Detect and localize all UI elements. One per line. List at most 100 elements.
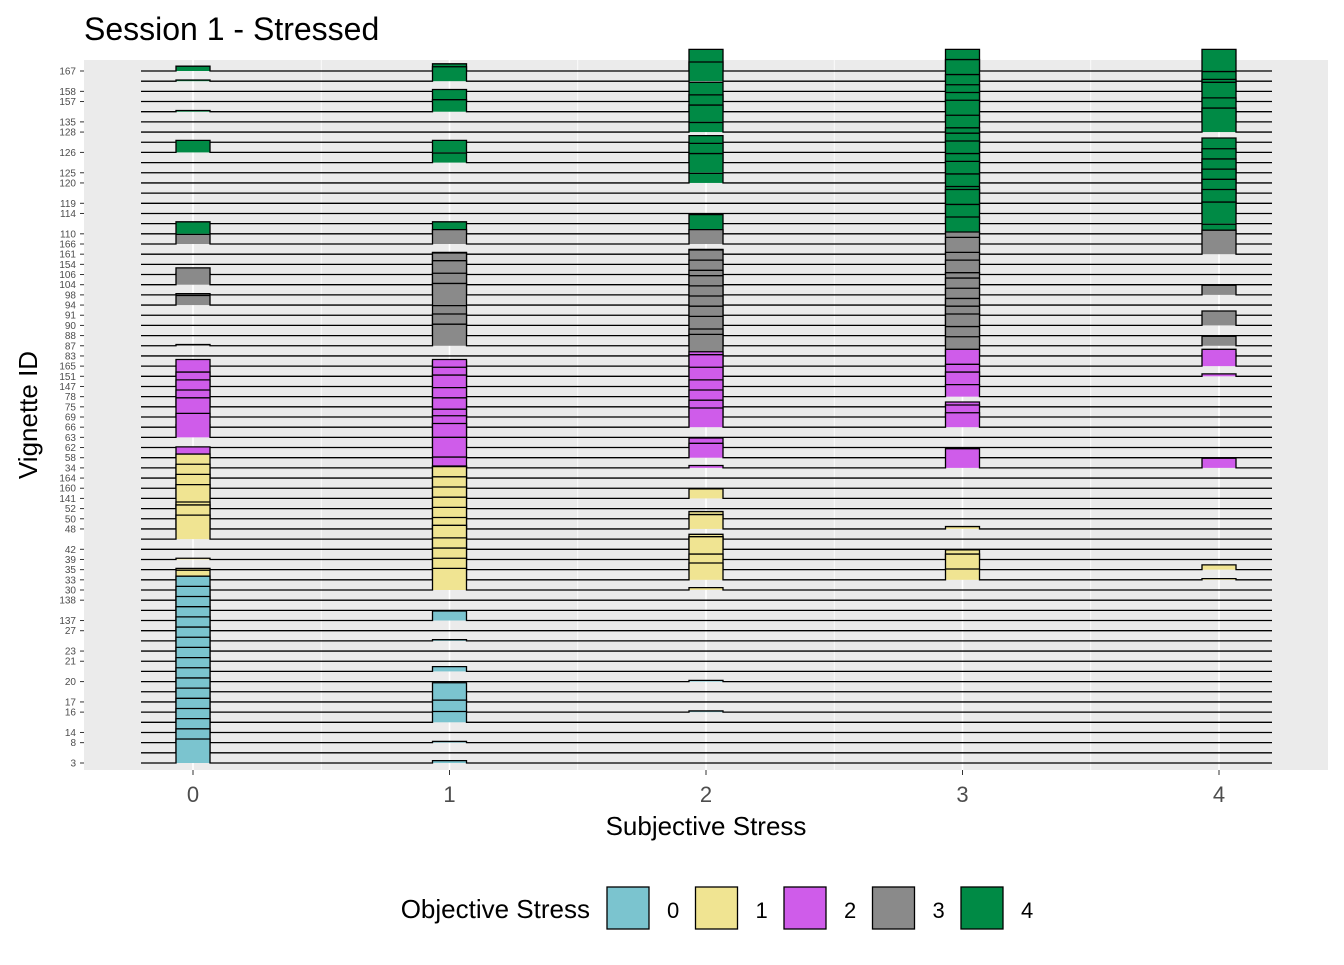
ridge-bar bbox=[432, 305, 467, 316]
ridge-bar bbox=[945, 260, 980, 275]
ridge-outline bbox=[141, 323, 1272, 347]
y-tick-label: 114 bbox=[60, 209, 76, 220]
ridge-outline bbox=[141, 213, 1272, 235]
ridge-outline bbox=[141, 717, 1272, 744]
legend-title: Objective Stress bbox=[401, 894, 590, 924]
ridge-bar bbox=[432, 711, 467, 723]
ridge-bar bbox=[945, 372, 980, 387]
ridge-bar bbox=[432, 324, 467, 346]
legend-key bbox=[960, 886, 1004, 930]
y-tick-label: 52 bbox=[65, 504, 77, 515]
ridge-outline bbox=[141, 636, 1272, 662]
ridge-bar bbox=[1202, 336, 1236, 346]
y-tick-label: 137 bbox=[59, 616, 76, 627]
ridge-outline bbox=[141, 132, 1272, 154]
ridge-bar bbox=[1202, 458, 1236, 468]
ridge-outline bbox=[141, 626, 1272, 652]
ridge-bar bbox=[432, 66, 467, 82]
ridge-bar bbox=[689, 229, 723, 244]
ridge-bar bbox=[432, 666, 467, 672]
ridge-row bbox=[141, 567, 1272, 591]
ridge-bar bbox=[945, 217, 980, 234]
y-axis-label: Vignette ID bbox=[13, 351, 43, 479]
ridge-outline bbox=[141, 707, 1272, 734]
ridge-bar bbox=[176, 295, 210, 306]
ridge-bar bbox=[176, 140, 210, 153]
ridge-bar bbox=[432, 457, 467, 468]
y-tick-label: 166 bbox=[59, 240, 76, 251]
y-tick-label: 161 bbox=[59, 250, 76, 261]
y-tick-label: 110 bbox=[60, 229, 76, 240]
y-tick-label: 83 bbox=[65, 351, 77, 362]
ridge-bar bbox=[945, 412, 980, 428]
ridge-bar bbox=[432, 700, 467, 713]
ridge-outline bbox=[141, 504, 1272, 530]
ridge-bar bbox=[432, 229, 467, 244]
y-tick-label: 75 bbox=[65, 402, 77, 413]
legend-label: 1 bbox=[756, 898, 768, 923]
legend-key bbox=[783, 886, 827, 930]
y-tick-label: 66 bbox=[65, 423, 77, 434]
ridge-bar bbox=[1202, 224, 1236, 234]
ridge-outline bbox=[141, 473, 1272, 500]
y-tick-label: 78 bbox=[65, 392, 77, 403]
ridge-bar bbox=[689, 122, 723, 133]
y-tick-label: 3 bbox=[70, 759, 76, 770]
y-tick-label: 157 bbox=[59, 97, 76, 108]
y-tick-label: 126 bbox=[59, 148, 76, 159]
y-tick-label: 147 bbox=[59, 382, 76, 393]
legend: Objective Stress 0 1 2 3 4 bbox=[401, 886, 1033, 930]
ridge-bar bbox=[432, 568, 467, 590]
ridge-bar bbox=[176, 221, 210, 234]
ridge-row bbox=[141, 213, 1272, 235]
ridge-row bbox=[141, 201, 1272, 225]
y-tick-label: 167 bbox=[59, 67, 76, 78]
ridge-bar bbox=[432, 140, 467, 153]
ridge-bar bbox=[1202, 49, 1236, 71]
ridge-bar bbox=[432, 682, 467, 702]
y-tick-label: 34 bbox=[65, 463, 77, 474]
ridge-outline bbox=[141, 514, 1272, 540]
ridge-bar bbox=[689, 488, 723, 499]
ridge-bar bbox=[689, 105, 723, 122]
ridge-bar bbox=[1202, 373, 1236, 377]
y-tick-label: 87 bbox=[65, 341, 77, 352]
ridge-outline bbox=[141, 646, 1272, 673]
y-tick-label: 151 bbox=[59, 372, 76, 383]
ridge-outline bbox=[141, 148, 1272, 174]
x-tick-label: 0 bbox=[187, 782, 199, 807]
y-tick-label: 135 bbox=[59, 117, 76, 128]
ridge-outline bbox=[141, 606, 1272, 632]
y-tick-label: 58 bbox=[65, 453, 77, 464]
ridge-bar bbox=[1202, 349, 1236, 367]
y-tick-label: 164 bbox=[59, 474, 76, 485]
ridge-bar bbox=[689, 443, 723, 458]
y-tick-label: 8 bbox=[70, 738, 76, 749]
y-axis-ticks: 1671581571351281261251201191141101661611… bbox=[59, 67, 84, 770]
ridge-row bbox=[141, 738, 1272, 764]
legend-key bbox=[871, 886, 916, 930]
y-tick-label: 17 bbox=[65, 697, 77, 708]
ridge-bar bbox=[689, 173, 723, 183]
ridge-bar bbox=[689, 407, 723, 428]
ridge-bar bbox=[176, 570, 210, 580]
ridge-bar bbox=[176, 739, 210, 763]
y-tick-label: 160 bbox=[59, 484, 76, 495]
ridge-bar bbox=[689, 153, 723, 173]
y-tick-label: 119 bbox=[60, 199, 76, 210]
ridge-bar bbox=[689, 334, 723, 356]
ridge-bar bbox=[1202, 108, 1236, 133]
ridge-outline bbox=[141, 575, 1272, 601]
y-tick-label: 21 bbox=[65, 657, 77, 668]
legend-label: 2 bbox=[844, 898, 856, 923]
y-tick-label: 138 bbox=[59, 596, 76, 607]
ridge-outline bbox=[141, 48, 1272, 72]
x-tick-label: 4 bbox=[1213, 782, 1225, 807]
y-tick-label: 154 bbox=[59, 260, 76, 271]
ridge-bar bbox=[945, 349, 980, 367]
ridge-bar bbox=[1202, 82, 1236, 102]
ridge-bar bbox=[1202, 230, 1236, 255]
ridge-outline bbox=[141, 295, 1272, 316]
ridge-bar bbox=[945, 569, 980, 580]
y-tick-label: 88 bbox=[65, 331, 77, 342]
